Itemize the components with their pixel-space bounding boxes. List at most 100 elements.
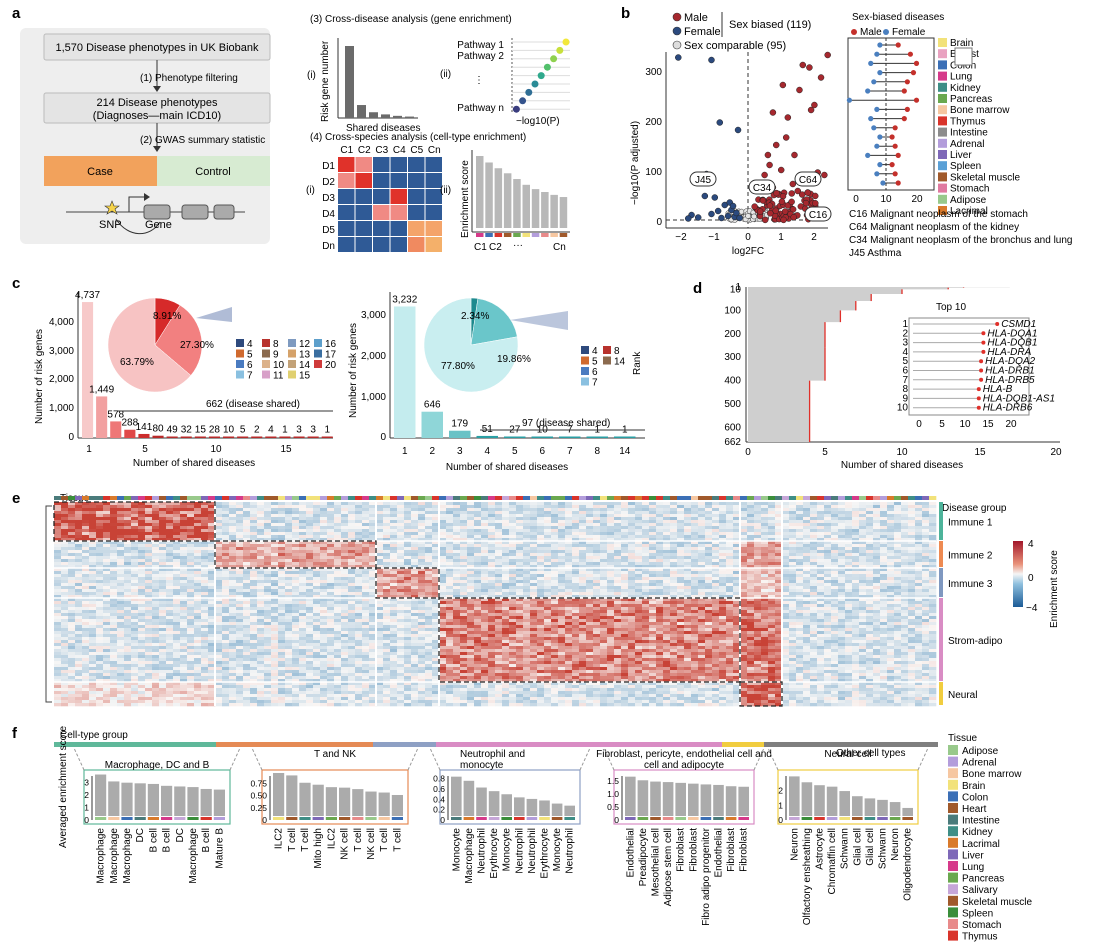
heatmap-cell (467, 601, 475, 605)
heatmap-cell (481, 565, 489, 569)
heatmap-cell (649, 577, 657, 581)
heatmap-cell (320, 580, 328, 584)
heatmap-cell (586, 562, 594, 566)
heatmap-cell (852, 520, 860, 524)
sb-tissue-swatch (938, 206, 947, 215)
heatmap-cell (96, 505, 104, 509)
case-box (44, 156, 157, 186)
heatmap-cell (880, 592, 888, 596)
heatmap-cell (677, 559, 685, 563)
heatmap-cell (390, 520, 398, 524)
heatmap-cell (873, 508, 881, 512)
heatmap-cell (411, 523, 419, 527)
heatmap-cell (887, 535, 895, 539)
heatmap-cell (159, 514, 167, 518)
heatmap-cell (138, 589, 146, 593)
heatmap-cell (873, 595, 881, 599)
heatmap-cell (796, 547, 804, 551)
heatmap-cell (810, 520, 818, 524)
heatmap-cell (215, 559, 223, 563)
heatmap-cell (264, 553, 272, 557)
heatmap-cell (803, 568, 811, 572)
heatmap-cell (831, 583, 839, 587)
heatmap-cell (383, 526, 391, 530)
heatmap-cell (579, 529, 587, 533)
heatmap-cell (432, 517, 440, 521)
heatmap-cell (894, 547, 902, 551)
heatmap-cell (593, 586, 601, 590)
heatmap-cell (649, 550, 657, 554)
c-left-shared: 662 (disease shared) (206, 399, 300, 410)
heatmap-cell (187, 529, 195, 533)
heatmap-cell (775, 547, 783, 551)
heatmap-cell (488, 586, 496, 590)
heatmap-cell (180, 568, 188, 572)
heatmap-cell (705, 574, 713, 578)
heatmap-cell (425, 592, 433, 596)
heatmap-cell (243, 559, 251, 563)
heatmap-cell (887, 577, 895, 581)
heatmap-cell (131, 580, 139, 584)
legend-comparable: Sex comparable (95) (684, 40, 786, 52)
heatmap-cell (530, 547, 538, 551)
heatmap-cell (824, 556, 832, 560)
heatmap-cell (537, 520, 545, 524)
heatmap-cell (152, 532, 160, 536)
heatmap-cell (579, 505, 587, 509)
heatmap-cell (523, 580, 531, 584)
heatmap-cell (866, 577, 874, 581)
heatmap-cell (768, 517, 776, 521)
heatmap-cell (159, 568, 167, 572)
heatmap-cell (208, 556, 216, 560)
heatmap-cell (222, 541, 230, 545)
heatmap-cell (397, 595, 405, 599)
heatmap-cell (768, 556, 776, 560)
c-left-legend-swatch (288, 349, 296, 358)
heatmap-cell (768, 526, 776, 530)
heatmap-cell (656, 535, 664, 539)
heatmap-cell (530, 523, 538, 527)
heatmap-cell (481, 544, 489, 548)
heatmap-cell (894, 532, 902, 536)
heatmap-cell (369, 511, 377, 515)
volcano-point-male (782, 134, 790, 141)
heatmap-cell (873, 538, 881, 542)
heatmap-cell (621, 574, 629, 578)
heatmap-cell (138, 502, 146, 506)
heatmap-cell (250, 556, 258, 560)
heatmap-cell (124, 595, 132, 599)
heatmap-cell (537, 562, 545, 566)
volcano-point-female (694, 214, 702, 221)
heatmap-cell (390, 547, 398, 551)
heatmap-cell (761, 586, 769, 590)
heatmap-cell (138, 571, 146, 575)
heatmap-cell (75, 520, 83, 524)
heatmap-cell (369, 535, 377, 539)
heatmap-cell (411, 508, 419, 512)
heatmap-cell (292, 544, 300, 548)
heatmap-cell (726, 574, 734, 578)
matrix-cell (355, 221, 372, 236)
heatmap-cell (124, 532, 132, 536)
volcano-ytick-200: 200 (645, 117, 662, 128)
heatmap-cell (432, 553, 440, 557)
heatmap-cell (159, 556, 167, 560)
heatmap-cell (621, 547, 629, 551)
heatmap-cell (565, 550, 573, 554)
heatmap-cell (425, 538, 433, 542)
heatmap-cell (131, 568, 139, 572)
heatmap-cell (453, 589, 461, 593)
heatmap-cell (446, 535, 454, 539)
heatmap-cell (894, 583, 902, 587)
heatmap-cell (803, 556, 811, 560)
heatmap-cell (138, 565, 146, 569)
heatmap-cell (523, 535, 531, 539)
heatmap-cell (894, 577, 902, 581)
heatmap-cell (404, 514, 412, 518)
heatmap-cell (705, 601, 713, 605)
heatmap-cell (516, 559, 524, 563)
heatmap-cell (264, 532, 272, 536)
heatmap-cell (208, 541, 216, 545)
heatmap-cell (530, 601, 538, 605)
heatmap-cell (628, 547, 636, 551)
